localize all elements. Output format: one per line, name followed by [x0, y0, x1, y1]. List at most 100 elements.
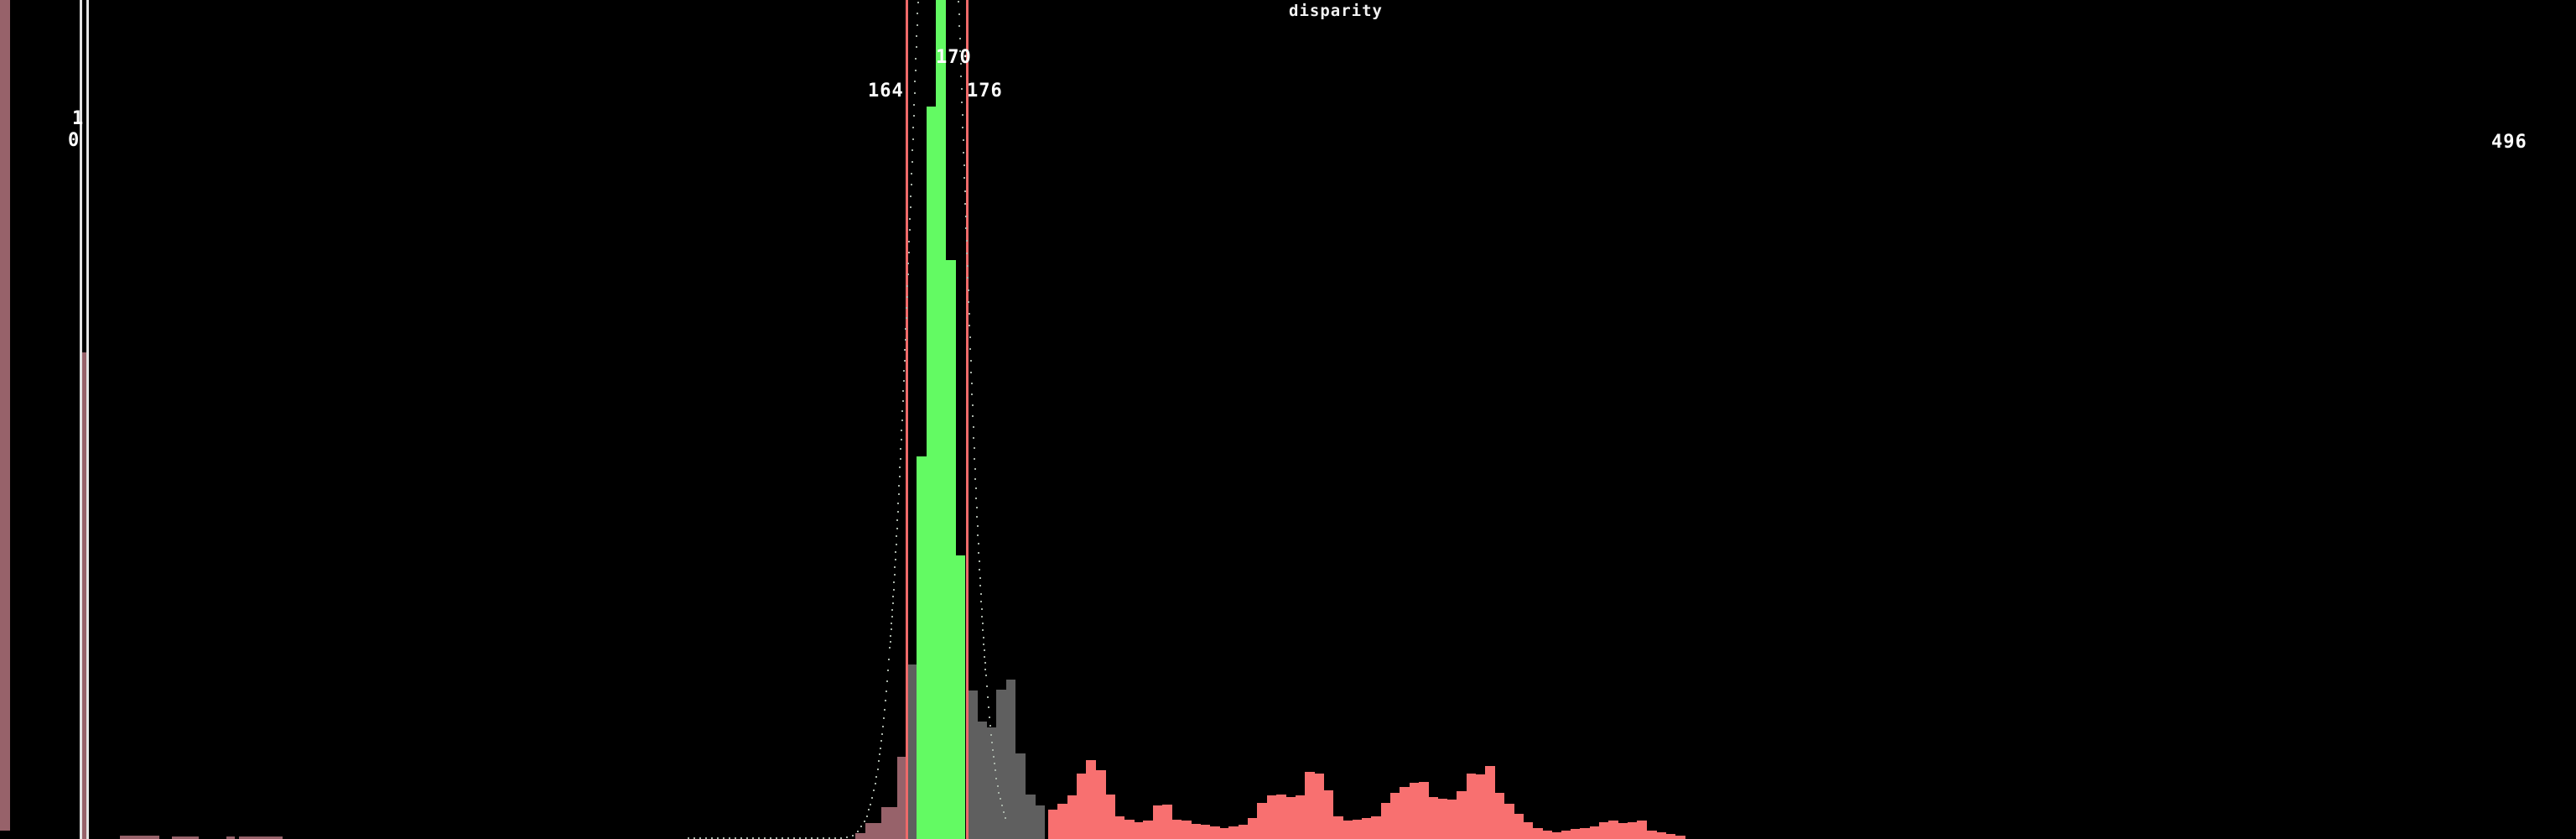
curve-dot [982, 636, 984, 638]
histogram-bar-rejected-red [1057, 804, 1068, 839]
curve-dot [976, 525, 979, 528]
curve-dot [961, 113, 963, 116]
histogram-bar-all-pixels-gray [969, 690, 978, 839]
curve-dot [987, 706, 989, 709]
curve-dot [863, 821, 865, 823]
histogram-bar-rejected-red [1161, 805, 1172, 839]
curve-dot [799, 837, 801, 839]
curve-dot [910, 184, 912, 186]
histogram-bar-all-pixels-gray [1026, 795, 1036, 839]
curve-dot [973, 447, 975, 450]
histogram-bar-all-pixels-gray [908, 664, 917, 839]
marker-line [80, 0, 82, 839]
histogram-bar-rejected-red [1343, 821, 1353, 839]
curve-dot [990, 742, 993, 744]
curve-dot [976, 516, 978, 519]
curve-dot [959, 63, 962, 65]
curve-dot [984, 668, 986, 670]
curve-dot [975, 507, 978, 508]
curve-dot [897, 502, 899, 504]
curve-dot [917, 13, 918, 15]
curve-dot [787, 837, 789, 839]
histogram-bar-rejected-red [1589, 826, 1600, 839]
curve-dot [895, 551, 896, 554]
curve-dot [980, 607, 983, 610]
histogram-bar-rejected-red [1656, 832, 1667, 839]
histogram-bar-reference-dark-red [120, 836, 159, 839]
histogram-bar-rejected-red [1314, 774, 1325, 839]
curve-dot [906, 284, 908, 287]
curve-dot [966, 264, 969, 267]
curve-dot [888, 658, 890, 660]
curve-dot [963, 164, 965, 167]
histogram-bar-rejected-red [1200, 825, 1211, 839]
histogram-bar-peak-green [936, 0, 946, 839]
curve-dot [908, 229, 911, 232]
histogram-bar-rejected-red [1304, 772, 1315, 839]
curve-dot [914, 81, 916, 83]
histogram-bar-all-pixels-gray [978, 722, 987, 839]
histogram-bar-rejected-red [1485, 766, 1496, 839]
curve-dot [896, 519, 898, 521]
curve-dot [907, 252, 910, 253]
curve-dot [983, 643, 984, 645]
curve-dot [958, 38, 961, 40]
curve-dot [913, 91, 916, 94]
curve-dot [898, 484, 900, 487]
histogram-bar-rejected-red [1171, 820, 1182, 839]
curve-dot [974, 477, 976, 480]
curve-dot [963, 190, 966, 192]
curve-dot [999, 798, 1001, 800]
curve-dot [900, 448, 901, 451]
histogram-bar-reference-dark-red [0, 0, 10, 831]
histogram-bar-rejected-red [1257, 803, 1268, 839]
curve-dot [978, 560, 980, 562]
histogram-bar-rejected-red [1323, 790, 1334, 839]
curve-dot [746, 837, 748, 839]
curve-dot [973, 436, 974, 439]
curve-dot [979, 568, 980, 571]
curve-dot [898, 476, 901, 478]
curve-dot [986, 696, 989, 698]
curve-dot [891, 602, 894, 605]
curve-dot [907, 263, 909, 265]
curve-dot [972, 426, 974, 429]
curve-dot [983, 649, 985, 652]
curve-dot [909, 206, 911, 209]
histogram-bar-all-pixels-gray [1015, 753, 1026, 839]
curve-dot [764, 837, 766, 839]
curve-dot [856, 831, 859, 832]
curve-dot [974, 457, 975, 460]
histogram-bar-rejected-red [1542, 831, 1553, 839]
curve-dot [958, 13, 960, 15]
curve-dot [886, 690, 887, 692]
value-label: 1 [72, 108, 85, 129]
curve-dot [897, 493, 900, 496]
curve-dot [984, 662, 986, 664]
curve-dot [890, 628, 892, 631]
curve-dot [974, 487, 977, 490]
curve-dot [903, 369, 905, 372]
curve-dot [893, 581, 895, 583]
histogram-bar-rejected-red [1646, 831, 1657, 839]
histogram-bar-rejected-red [1247, 818, 1258, 839]
histogram-bar-rejected-red [1285, 797, 1296, 839]
curve-dot [904, 338, 906, 341]
curve-dot [959, 50, 961, 53]
histogram-bar-reference-dark-red [855, 833, 865, 839]
histogram-bar-rejected-red [1551, 832, 1562, 839]
histogram-bar-rejected-red [1371, 816, 1382, 839]
histogram-bar-rejected-red [1190, 824, 1201, 839]
curve-dot [977, 534, 979, 536]
curve-dot [979, 576, 981, 579]
curve-dot [892, 588, 895, 591]
curve-dot [963, 152, 964, 154]
curve-dot [965, 227, 967, 230]
histogram-bar-rejected-red [1608, 821, 1619, 839]
histogram-bar-rejected-red [1571, 829, 1581, 839]
curve-dot [911, 160, 913, 163]
histogram-bar-rejected-red [1104, 795, 1115, 839]
curve-dot [688, 837, 689, 839]
curve-dot [969, 348, 971, 351]
curve-dot [960, 88, 963, 91]
